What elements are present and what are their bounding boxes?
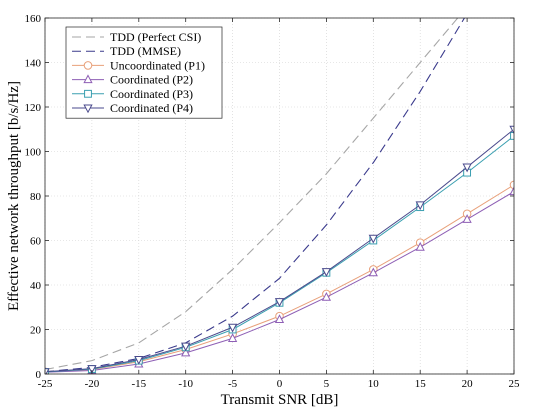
x-tick-label: -10 bbox=[178, 378, 193, 390]
legend-box bbox=[65, 26, 223, 119]
data-point-series-6 bbox=[462, 163, 472, 173]
x-tick-label: 25 bbox=[509, 378, 521, 390]
y-tick-label: 160 bbox=[25, 13, 42, 25]
data-point-series-4 bbox=[181, 347, 191, 357]
y-tick-label: 0 bbox=[36, 369, 42, 381]
x-tick-label: -20 bbox=[85, 378, 100, 390]
y-tick-label: 100 bbox=[25, 147, 42, 159]
legend-marker-4 bbox=[83, 74, 93, 84]
x-axis-label: Transmit SNR [dB] bbox=[221, 392, 339, 408]
legend-label-2: TDD (MMSE) bbox=[110, 44, 181, 58]
legend-label-4: Coordinated (P2) bbox=[110, 73, 193, 87]
x-tick-label: 0 bbox=[277, 378, 283, 390]
legend-label-6: Coordinated (P4) bbox=[110, 101, 193, 115]
x-tick-label: 5 bbox=[324, 378, 330, 390]
data-point-series-4 bbox=[321, 291, 332, 301]
series-line-2 bbox=[45, 18, 466, 373]
y-tick-label: 80 bbox=[30, 191, 42, 203]
data-point-series-6 bbox=[509, 125, 514, 135]
y-tick-label: 20 bbox=[30, 325, 42, 337]
data-point-series-6 bbox=[45, 368, 50, 374]
legend: TDD (Perfect CSI)TDD (MMSE)Uncoordinated… bbox=[65, 26, 223, 119]
x-tick-label: 10 bbox=[368, 378, 380, 390]
legend-marker-5 bbox=[84, 89, 92, 98]
legend-marker-3 bbox=[83, 61, 93, 70]
data-point-series-4 bbox=[274, 314, 285, 324]
data-point-series-3 bbox=[509, 180, 514, 190]
x-tick-label: -5 bbox=[228, 378, 238, 390]
data-point-series-6 bbox=[321, 268, 332, 277]
data-point-series-4 bbox=[509, 186, 514, 196]
x-tick-label: -15 bbox=[131, 378, 146, 390]
x-tick-label: 15 bbox=[415, 378, 427, 390]
y-tick-label: 140 bbox=[25, 58, 42, 70]
data-point-series-6 bbox=[415, 201, 425, 211]
legend-label-5: Coordinated (P3) bbox=[110, 87, 193, 101]
data-point-series-4 bbox=[462, 214, 472, 223]
data-point-series-6 bbox=[274, 298, 285, 307]
data-point-series-4 bbox=[415, 241, 425, 251]
y-tick-label: 40 bbox=[30, 280, 42, 292]
y-axis-label: Effective network throughput [b/s/Hz] bbox=[6, 81, 22, 311]
data-point-series-6 bbox=[368, 234, 378, 244]
legend-label-1: TDD (Perfect CSI) bbox=[110, 30, 201, 44]
data-point-series-6 bbox=[134, 355, 144, 365]
data-point-series-4 bbox=[368, 267, 378, 277]
series-clip-group bbox=[45, 18, 514, 374]
x-tick-label: 20 bbox=[462, 378, 474, 390]
y-tick-label: 120 bbox=[25, 102, 42, 114]
x-tick-label: -25 bbox=[38, 378, 53, 390]
y-tick-label: 60 bbox=[30, 236, 42, 248]
series-layer bbox=[45, 18, 514, 374]
legend-marker-6 bbox=[83, 104, 93, 114]
data-point-series-6 bbox=[227, 323, 238, 333]
series-line-1 bbox=[45, 18, 459, 371]
data-point-series-4 bbox=[227, 333, 238, 342]
ticks: -25 -20 -15 -10 -5 0 5 10 15 20 25 0 20 40 60 80 100 120 1… bbox=[25, 13, 521, 390]
legend-label-3: Uncoordinated (P1) bbox=[110, 58, 205, 72]
data-point-series-6 bbox=[87, 365, 97, 374]
data-point-series-6 bbox=[181, 342, 191, 352]
